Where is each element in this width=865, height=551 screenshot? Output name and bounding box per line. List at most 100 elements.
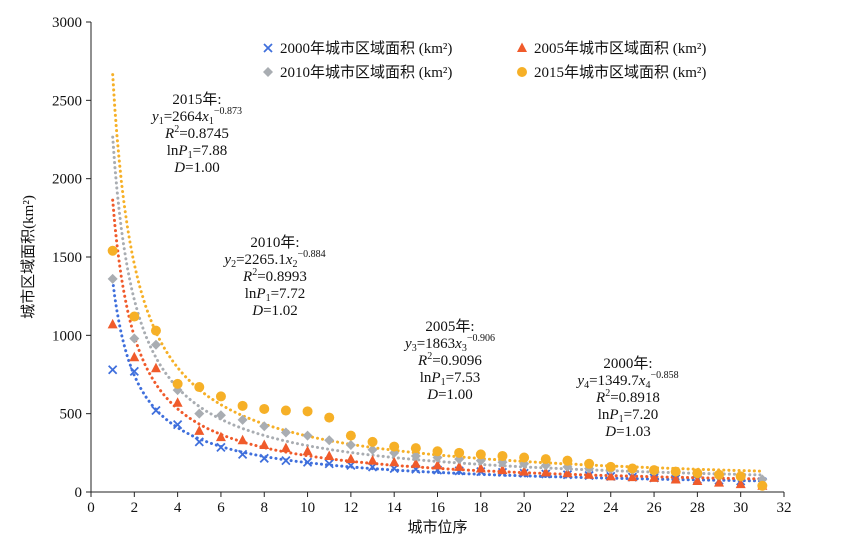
annotation-equation: y3=1863x3−0.906 bbox=[403, 333, 495, 354]
annotation-equation: y1=2664x1−0.873 bbox=[150, 106, 242, 127]
data-point bbox=[259, 439, 270, 449]
x-tick-label: 0 bbox=[87, 500, 95, 516]
annotation-2: 2005年:y3=1863x3−0.906R2=0.9096lnP1=7.53D… bbox=[403, 318, 495, 403]
data-point bbox=[475, 463, 486, 473]
legend-label-2: 2010年城市区域面积 (km²) bbox=[280, 64, 452, 81]
data-point bbox=[324, 450, 335, 460]
data-point bbox=[519, 452, 530, 463]
y-tick-label: 500 bbox=[60, 407, 83, 423]
x-tick-label: 2 bbox=[131, 500, 139, 516]
data-point bbox=[216, 442, 226, 452]
annotation-lnp: lnP1=7.72 bbox=[245, 286, 306, 304]
x-tick-label: 22 bbox=[560, 500, 575, 516]
data-point bbox=[497, 450, 508, 461]
annotation-r2: R2=0.8918 bbox=[595, 388, 660, 406]
legend-label-3: 2015年城市区域面积 (km²) bbox=[534, 64, 706, 81]
legend-marker-3 bbox=[517, 67, 527, 77]
data-point bbox=[692, 475, 703, 486]
y-tick-label: 2500 bbox=[52, 93, 82, 109]
legend-marker-1 bbox=[517, 42, 527, 52]
data-point bbox=[735, 478, 746, 489]
data-point bbox=[627, 463, 638, 474]
y-tick-label: 2000 bbox=[52, 172, 82, 188]
data-point bbox=[389, 456, 400, 467]
data-point bbox=[237, 449, 248, 460]
annotation-d: D=1.03 bbox=[604, 424, 651, 440]
legend-label-0: 2000年城市区域面积 (km²) bbox=[280, 40, 452, 57]
data-point bbox=[584, 458, 595, 469]
data-point bbox=[172, 397, 183, 407]
data-point bbox=[692, 468, 703, 479]
series-1-points bbox=[107, 318, 768, 490]
data-point bbox=[215, 431, 226, 442]
data-point bbox=[389, 441, 400, 452]
annotation-1: 2010年:y2=2265.1x2−0.884R2=0.8993lnP1=7.7… bbox=[222, 234, 325, 319]
annotation-0: 2015年:y1=2664x1−0.873R2=0.8745lnP1=7.88D… bbox=[150, 91, 242, 176]
annotation-lnp: lnP1=7.53 bbox=[420, 370, 481, 388]
annotation-d: D=1.00 bbox=[426, 387, 473, 403]
annotation-year: 2015年: bbox=[172, 91, 221, 108]
data-point bbox=[107, 318, 118, 329]
data-point bbox=[194, 382, 205, 393]
x-tick-label: 12 bbox=[343, 500, 358, 516]
data-point bbox=[519, 466, 530, 476]
x-tick-label: 8 bbox=[261, 500, 269, 516]
data-point bbox=[237, 414, 248, 425]
x-tick-label: 10 bbox=[300, 500, 315, 516]
data-point bbox=[302, 406, 313, 417]
data-point bbox=[129, 311, 140, 322]
annotation-year: 2010年: bbox=[250, 234, 299, 251]
x-tick-label: 30 bbox=[733, 500, 748, 516]
x-tick-label: 28 bbox=[690, 500, 705, 516]
data-point bbox=[259, 421, 270, 432]
annotation-d: D=1.00 bbox=[173, 160, 220, 176]
data-point bbox=[345, 440, 356, 450]
x-tick-label: 6 bbox=[217, 500, 225, 516]
data-point bbox=[302, 430, 313, 441]
annotation-3: 2000年:y4=1349.7x4−0.858R2=0.8918lnP1=7.2… bbox=[575, 355, 678, 440]
x-tick-label: 4 bbox=[174, 500, 182, 516]
data-point bbox=[345, 430, 356, 441]
data-point bbox=[605, 461, 616, 472]
data-point bbox=[108, 365, 118, 375]
data-point bbox=[324, 412, 335, 423]
data-point bbox=[107, 273, 118, 284]
annotation-year: 2005年: bbox=[425, 318, 474, 335]
annotation-d: D=1.02 bbox=[251, 303, 298, 319]
data-point bbox=[151, 405, 161, 416]
data-point bbox=[432, 459, 443, 470]
x-tick-label: 24 bbox=[603, 500, 619, 516]
legend-label-1: 2005年城市区域面积 (km²) bbox=[534, 40, 706, 57]
data-point bbox=[454, 461, 465, 471]
annotation-equation: y2=2265.1x2−0.884 bbox=[222, 249, 325, 270]
data-point bbox=[129, 333, 140, 344]
x-tick-label: 18 bbox=[473, 500, 488, 516]
data-point bbox=[649, 465, 660, 476]
x-axis-label: 城市位序 bbox=[407, 519, 467, 536]
data-point bbox=[410, 450, 421, 461]
data-point bbox=[215, 391, 226, 402]
series-3-points bbox=[107, 245, 768, 491]
data-point bbox=[670, 473, 681, 484]
data-point bbox=[150, 362, 161, 373]
data-point bbox=[497, 464, 508, 475]
data-point bbox=[345, 453, 356, 464]
y-tick-label: 1000 bbox=[52, 328, 82, 344]
data-point bbox=[562, 455, 573, 466]
data-point bbox=[302, 445, 313, 456]
data-point bbox=[627, 471, 638, 482]
data-point bbox=[324, 435, 335, 446]
data-point bbox=[280, 427, 291, 438]
data-point bbox=[605, 470, 616, 481]
data-point bbox=[194, 408, 205, 419]
annotation-r2: R2=0.8993 bbox=[242, 267, 307, 285]
data-point bbox=[649, 472, 660, 482]
data-point bbox=[150, 339, 161, 350]
data-point bbox=[367, 455, 378, 465]
x-tick-label: 20 bbox=[517, 500, 532, 516]
y-tick-label: 1500 bbox=[52, 250, 82, 266]
data-point bbox=[584, 469, 595, 479]
data-point bbox=[410, 458, 421, 468]
annotation-lnp: lnP1=7.20 bbox=[598, 407, 659, 425]
